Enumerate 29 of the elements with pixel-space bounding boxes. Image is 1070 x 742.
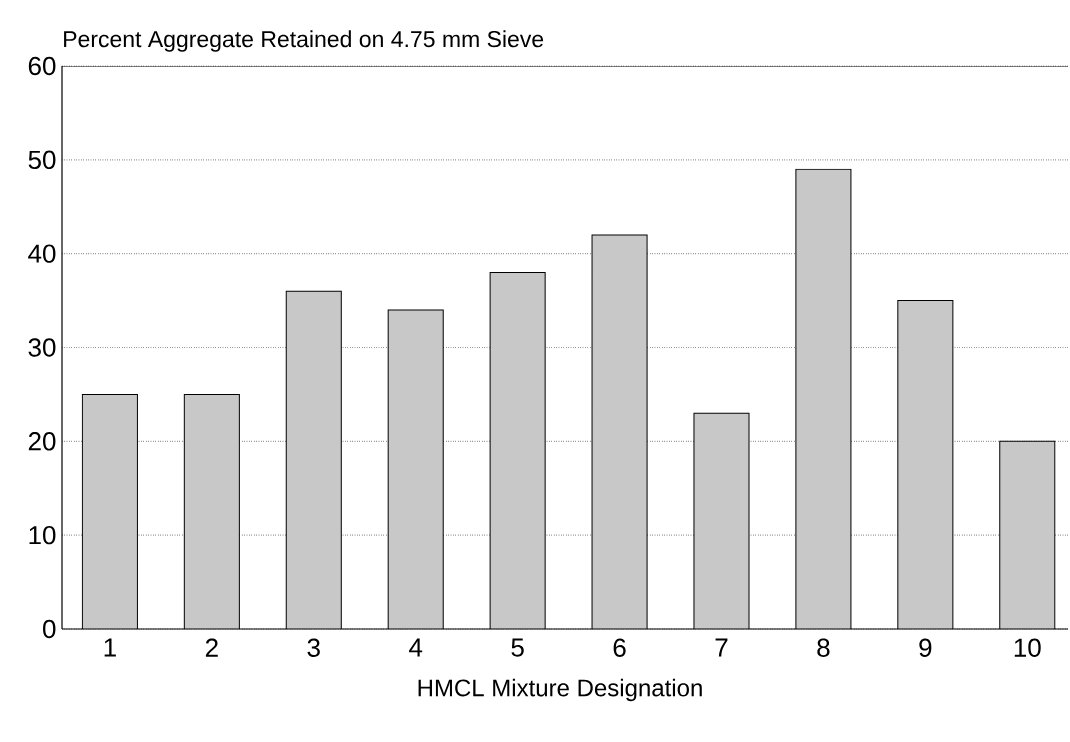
x-tick-label: 4 <box>409 638 423 657</box>
x-tick-label: 2 <box>205 638 218 657</box>
bar <box>184 394 240 629</box>
y-tick-label: 10 <box>29 525 56 545</box>
x-tick-label: 7 <box>715 638 728 657</box>
x-tick-label: 3 <box>307 638 320 657</box>
x-tick-label: 5 <box>511 638 524 657</box>
y-tick-label: 20 <box>28 432 56 451</box>
x-tick-label: 8 <box>817 638 830 657</box>
bar <box>286 291 342 629</box>
y-tick-label: 0 <box>43 619 56 639</box>
y-tick-label: 40 <box>28 244 56 263</box>
y-tick-label: 50 <box>28 150 56 170</box>
bar <box>795 169 851 629</box>
x-tick-label: 1 <box>104 638 116 657</box>
bar <box>490 272 546 629</box>
y-tick-label: 60 <box>28 56 56 76</box>
bar <box>693 413 750 629</box>
chart-title: Percent Aggregate Retained on 4.75 mm Sieve <box>64 30 544 52</box>
bar <box>82 394 138 629</box>
bar <box>897 300 953 629</box>
bar <box>388 309 444 629</box>
x-tick-label: 9 <box>919 638 932 657</box>
bar <box>999 440 1056 629</box>
y-tick-label: 30 <box>28 338 56 357</box>
x-tick-label: 6 <box>613 638 626 657</box>
x-axis-title: HMCL Mixture Designation <box>418 678 702 702</box>
bar <box>592 234 648 629</box>
x-tick-label: 10 <box>1014 638 1041 657</box>
